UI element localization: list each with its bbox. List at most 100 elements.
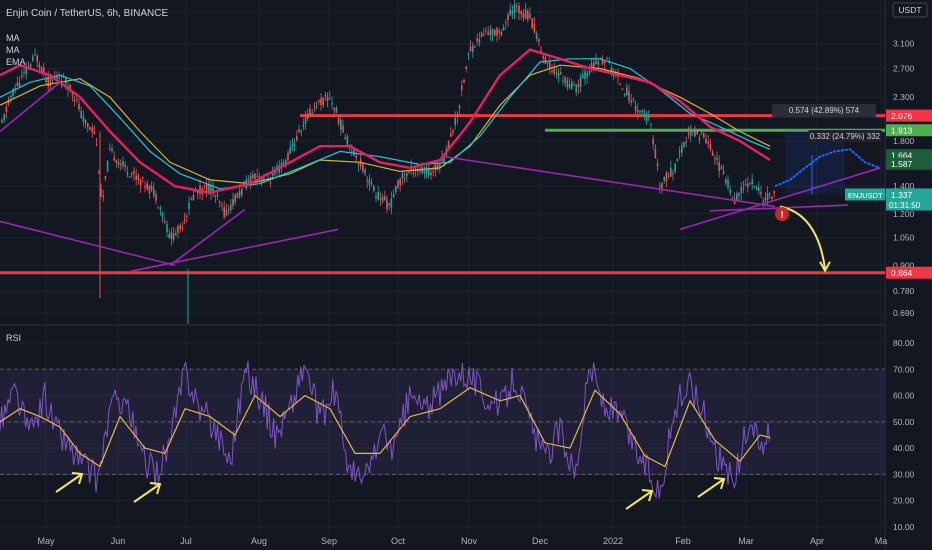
candle-body bbox=[159, 208, 162, 210]
candle-body bbox=[93, 131, 96, 134]
range-label: 0.574 (42.89%) 574 bbox=[789, 106, 860, 115]
candle-body bbox=[513, 3, 516, 13]
candle-body bbox=[80, 110, 82, 118]
time-axis-label: May bbox=[37, 536, 55, 546]
candle-body bbox=[366, 180, 368, 182]
candle-body bbox=[236, 193, 239, 199]
price-axis-tick: 2.700 bbox=[893, 63, 915, 73]
candle-body bbox=[181, 227, 184, 229]
candle-body bbox=[188, 202, 190, 209]
candle-body bbox=[718, 162, 720, 172]
candle-body bbox=[175, 232, 177, 236]
candle-body bbox=[197, 190, 199, 194]
candle-body bbox=[148, 184, 151, 194]
indicator-ma-1[interactable]: MA bbox=[6, 33, 20, 43]
candle-body bbox=[645, 115, 648, 121]
candle-body bbox=[465, 66, 467, 70]
candle-body bbox=[342, 125, 344, 133]
candle-body bbox=[142, 176, 144, 178]
candle-body bbox=[153, 188, 155, 196]
candle-body bbox=[544, 57, 547, 64]
candle-body bbox=[401, 173, 404, 179]
range-label: 0.332 (24.79%) 332 bbox=[810, 132, 881, 141]
candle-body bbox=[604, 61, 606, 64]
rsi-title[interactable]: RSI bbox=[6, 333, 21, 343]
candle-body bbox=[533, 23, 536, 33]
candle-body bbox=[527, 10, 529, 20]
candle-body bbox=[610, 67, 613, 72]
rsi-axis-tick: 70.00 bbox=[893, 364, 915, 374]
candle-body bbox=[630, 100, 632, 103]
candle-body bbox=[557, 73, 560, 77]
candle-body bbox=[467, 53, 470, 55]
candle-body bbox=[637, 109, 639, 113]
candle-body bbox=[667, 176, 670, 178]
candle-body bbox=[155, 194, 157, 201]
rsi-annotation-arrow bbox=[625, 490, 653, 510]
candle-body bbox=[672, 172, 674, 175]
candle-body bbox=[502, 27, 505, 31]
candle-body bbox=[346, 136, 349, 146]
candle-body bbox=[263, 177, 265, 180]
candle-body bbox=[73, 99, 76, 101]
candle-body bbox=[12, 88, 14, 96]
candle-body bbox=[575, 84, 577, 93]
candle-body bbox=[307, 113, 309, 119]
candle-body bbox=[430, 172, 432, 176]
candle-body bbox=[282, 162, 285, 164]
candle-body bbox=[674, 164, 676, 172]
price-axis-tick: 2.300 bbox=[893, 92, 915, 102]
candle-body bbox=[648, 116, 650, 118]
candle-body bbox=[485, 30, 487, 32]
currency-button[interactable] bbox=[892, 2, 928, 18]
candle-body bbox=[606, 57, 608, 59]
candle-body bbox=[476, 38, 478, 42]
candle-body bbox=[531, 18, 533, 29]
candle-body bbox=[494, 29, 496, 36]
candle-body bbox=[577, 84, 580, 88]
candle-body bbox=[463, 79, 465, 83]
candle-body bbox=[344, 137, 346, 139]
rsi-annotation-arrow bbox=[697, 478, 725, 498]
candle-body bbox=[542, 56, 544, 59]
price-axis-tick: 1.800 bbox=[893, 136, 915, 146]
candle-body bbox=[553, 69, 555, 74]
candle-body bbox=[315, 106, 318, 108]
candle-body bbox=[586, 72, 588, 77]
indicator-ema[interactable]: EMA bbox=[6, 57, 26, 67]
candle-body bbox=[443, 157, 445, 163]
last-price-countdown: 01:31:50 bbox=[889, 201, 921, 210]
range-label-bg bbox=[772, 104, 876, 117]
candle-body bbox=[126, 172, 129, 175]
time-axis-label: Jul bbox=[180, 536, 192, 546]
candle-body bbox=[324, 95, 327, 97]
candle-body bbox=[95, 144, 98, 146]
candle-body bbox=[518, 5, 520, 14]
candle-body bbox=[388, 203, 390, 206]
candle-body bbox=[82, 116, 85, 122]
candle-body bbox=[21, 75, 23, 77]
rsi-line bbox=[0, 360, 771, 500]
candle-body bbox=[650, 123, 652, 125]
candle-body bbox=[439, 163, 441, 168]
candle-body bbox=[124, 164, 126, 167]
candle-body bbox=[311, 113, 313, 115]
indicator-ma-2[interactable]: MA bbox=[6, 45, 20, 55]
candle-body bbox=[516, 6, 518, 8]
rsi-axis-tick: 50.00 bbox=[893, 417, 915, 427]
candle-body bbox=[623, 94, 626, 96]
candle-body bbox=[337, 118, 340, 124]
candle-body bbox=[247, 180, 250, 182]
time-axis-label: Feb bbox=[675, 536, 691, 546]
price-label: 1.587 bbox=[891, 159, 913, 169]
candle-body bbox=[555, 72, 558, 75]
candle-body bbox=[403, 177, 406, 179]
candle-body bbox=[309, 108, 311, 116]
candle-body bbox=[709, 143, 712, 150]
projection-arrowhead bbox=[819, 261, 831, 273]
candle-body bbox=[379, 198, 382, 200]
rsi-annotation-arrow bbox=[133, 483, 161, 503]
candle-body bbox=[291, 144, 294, 147]
candle-body bbox=[355, 155, 357, 158]
